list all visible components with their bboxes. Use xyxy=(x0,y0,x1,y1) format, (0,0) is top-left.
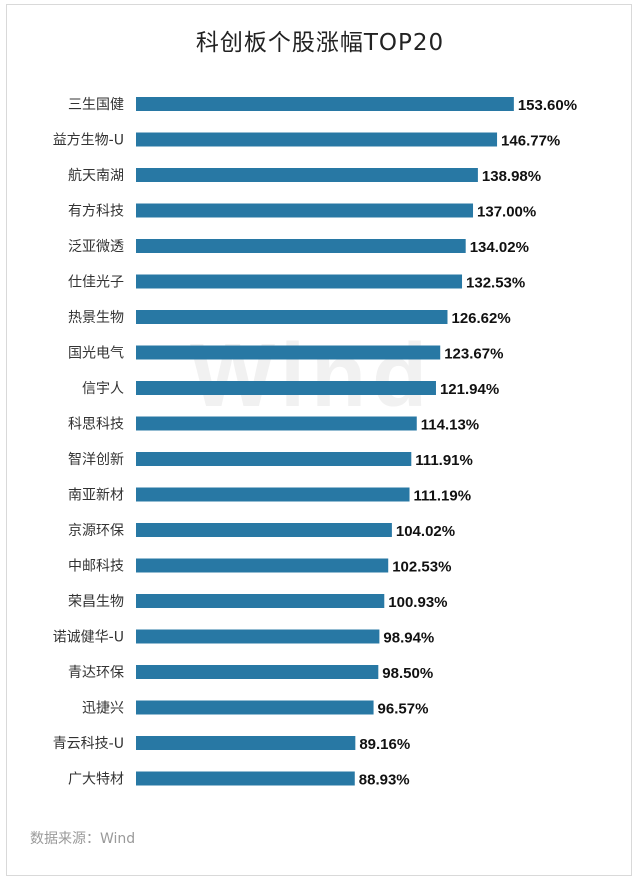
bar xyxy=(136,239,466,253)
bar xyxy=(136,203,474,218)
bar xyxy=(136,452,412,466)
bar xyxy=(136,168,478,182)
category-label: 京源环保 xyxy=(68,523,124,539)
bar xyxy=(136,416,417,431)
bar xyxy=(136,629,380,644)
category-label: 科思科技 xyxy=(68,417,124,433)
bar xyxy=(136,594,385,608)
category-label: 热景生物 xyxy=(68,310,124,326)
category-label: 泛亚微透 xyxy=(68,239,124,255)
value-label: 102.53% xyxy=(392,559,451,576)
value-label: 132.53% xyxy=(466,275,525,292)
wind-watermark: Wind xyxy=(190,326,434,426)
category-label: 信宇人 xyxy=(82,381,124,397)
category-label: 广大特材 xyxy=(68,772,124,788)
category-label: 仕佳光子 xyxy=(68,275,124,291)
chart-frame: 科创板个股涨幅TOP20 xyxy=(6,4,632,876)
value-label: 153.60% xyxy=(518,97,577,114)
category-label: 迅捷兴 xyxy=(82,701,124,717)
category-label: 诺诚健华-U xyxy=(53,630,124,646)
bar xyxy=(136,665,379,679)
value-label: 121.94% xyxy=(440,381,499,398)
value-label: 88.93% xyxy=(359,772,410,789)
value-label: 98.50% xyxy=(382,665,433,682)
value-label: 98.94% xyxy=(383,630,434,647)
category-label: 国光电气 xyxy=(68,346,124,362)
bar xyxy=(136,700,374,715)
category-label: 航天南湖 xyxy=(68,168,124,184)
value-label: 126.62% xyxy=(451,310,510,327)
source-note: 数据来源：Wind xyxy=(30,831,136,847)
bar xyxy=(136,558,389,573)
value-label: 138.98% xyxy=(482,168,541,185)
value-label: 89.16% xyxy=(359,736,410,753)
chart-title: 科创板个股涨幅TOP20 xyxy=(195,30,445,56)
value-label: 104.02% xyxy=(396,523,455,540)
category-label: 益方生物-U xyxy=(53,133,124,149)
value-label: 114.13% xyxy=(421,417,479,434)
category-label: 南亚新材 xyxy=(68,488,124,504)
category-label: 青云科技-U xyxy=(53,736,124,752)
category-label: 有方科技 xyxy=(68,204,124,220)
bar xyxy=(136,736,356,750)
value-label: 111.91% xyxy=(415,452,473,469)
value-label: 134.02% xyxy=(470,239,529,256)
bar xyxy=(136,487,410,502)
category-label: 青达环保 xyxy=(68,665,124,681)
bar xyxy=(136,771,355,786)
bar xyxy=(136,310,448,324)
value-label: 146.77% xyxy=(501,133,560,150)
bar xyxy=(136,523,392,537)
value-label: 111.19% xyxy=(414,488,472,505)
value-label: 137.00% xyxy=(477,204,536,221)
category-label: 智洋创新 xyxy=(68,452,124,468)
bar xyxy=(136,132,498,147)
value-label: 96.57% xyxy=(378,701,429,718)
bar xyxy=(136,345,441,360)
value-label: 100.93% xyxy=(388,594,447,611)
category-label: 三生国健 xyxy=(68,97,124,113)
bar xyxy=(136,274,463,289)
bar xyxy=(136,97,514,111)
bar xyxy=(136,381,436,395)
category-label: 荣昌生物 xyxy=(68,594,124,610)
category-label: 中邮科技 xyxy=(68,559,124,575)
value-label: 123.67% xyxy=(444,346,503,363)
